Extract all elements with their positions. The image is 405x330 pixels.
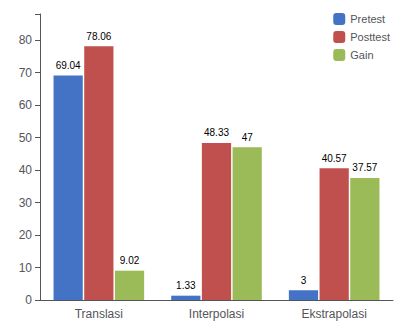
svg-text:20: 20 [19, 228, 33, 242]
svg-text:47: 47 [242, 132, 254, 143]
svg-text:69.04: 69.04 [56, 60, 81, 71]
svg-text:Posttest: Posttest [350, 31, 390, 43]
svg-text:3: 3 [301, 275, 307, 286]
svg-text:Gain: Gain [350, 49, 373, 61]
svg-text:1.33: 1.33 [176, 280, 196, 291]
svg-text:0: 0 [25, 293, 32, 307]
svg-text:70: 70 [19, 66, 33, 80]
svg-text:78.06: 78.06 [86, 31, 111, 42]
svg-text:9.02: 9.02 [120, 255, 140, 266]
svg-text:37.57: 37.57 [352, 162, 377, 173]
svg-text:Translasi: Translasi [75, 307, 123, 321]
svg-text:50: 50 [19, 131, 33, 145]
svg-text:40.57: 40.57 [322, 153, 347, 164]
svg-text:Pretest: Pretest [350, 13, 385, 25]
svg-text:10: 10 [19, 261, 33, 275]
svg-text:48.33: 48.33 [204, 127, 229, 138]
svg-text:Ekstrapolasi: Ekstrapolasi [301, 307, 366, 321]
svg-text:80: 80 [19, 33, 33, 47]
svg-text:Interpolasi: Interpolasi [189, 307, 244, 321]
svg-text:60: 60 [19, 98, 33, 112]
svg-text:30: 30 [19, 196, 33, 210]
svg-text:40: 40 [19, 163, 33, 177]
